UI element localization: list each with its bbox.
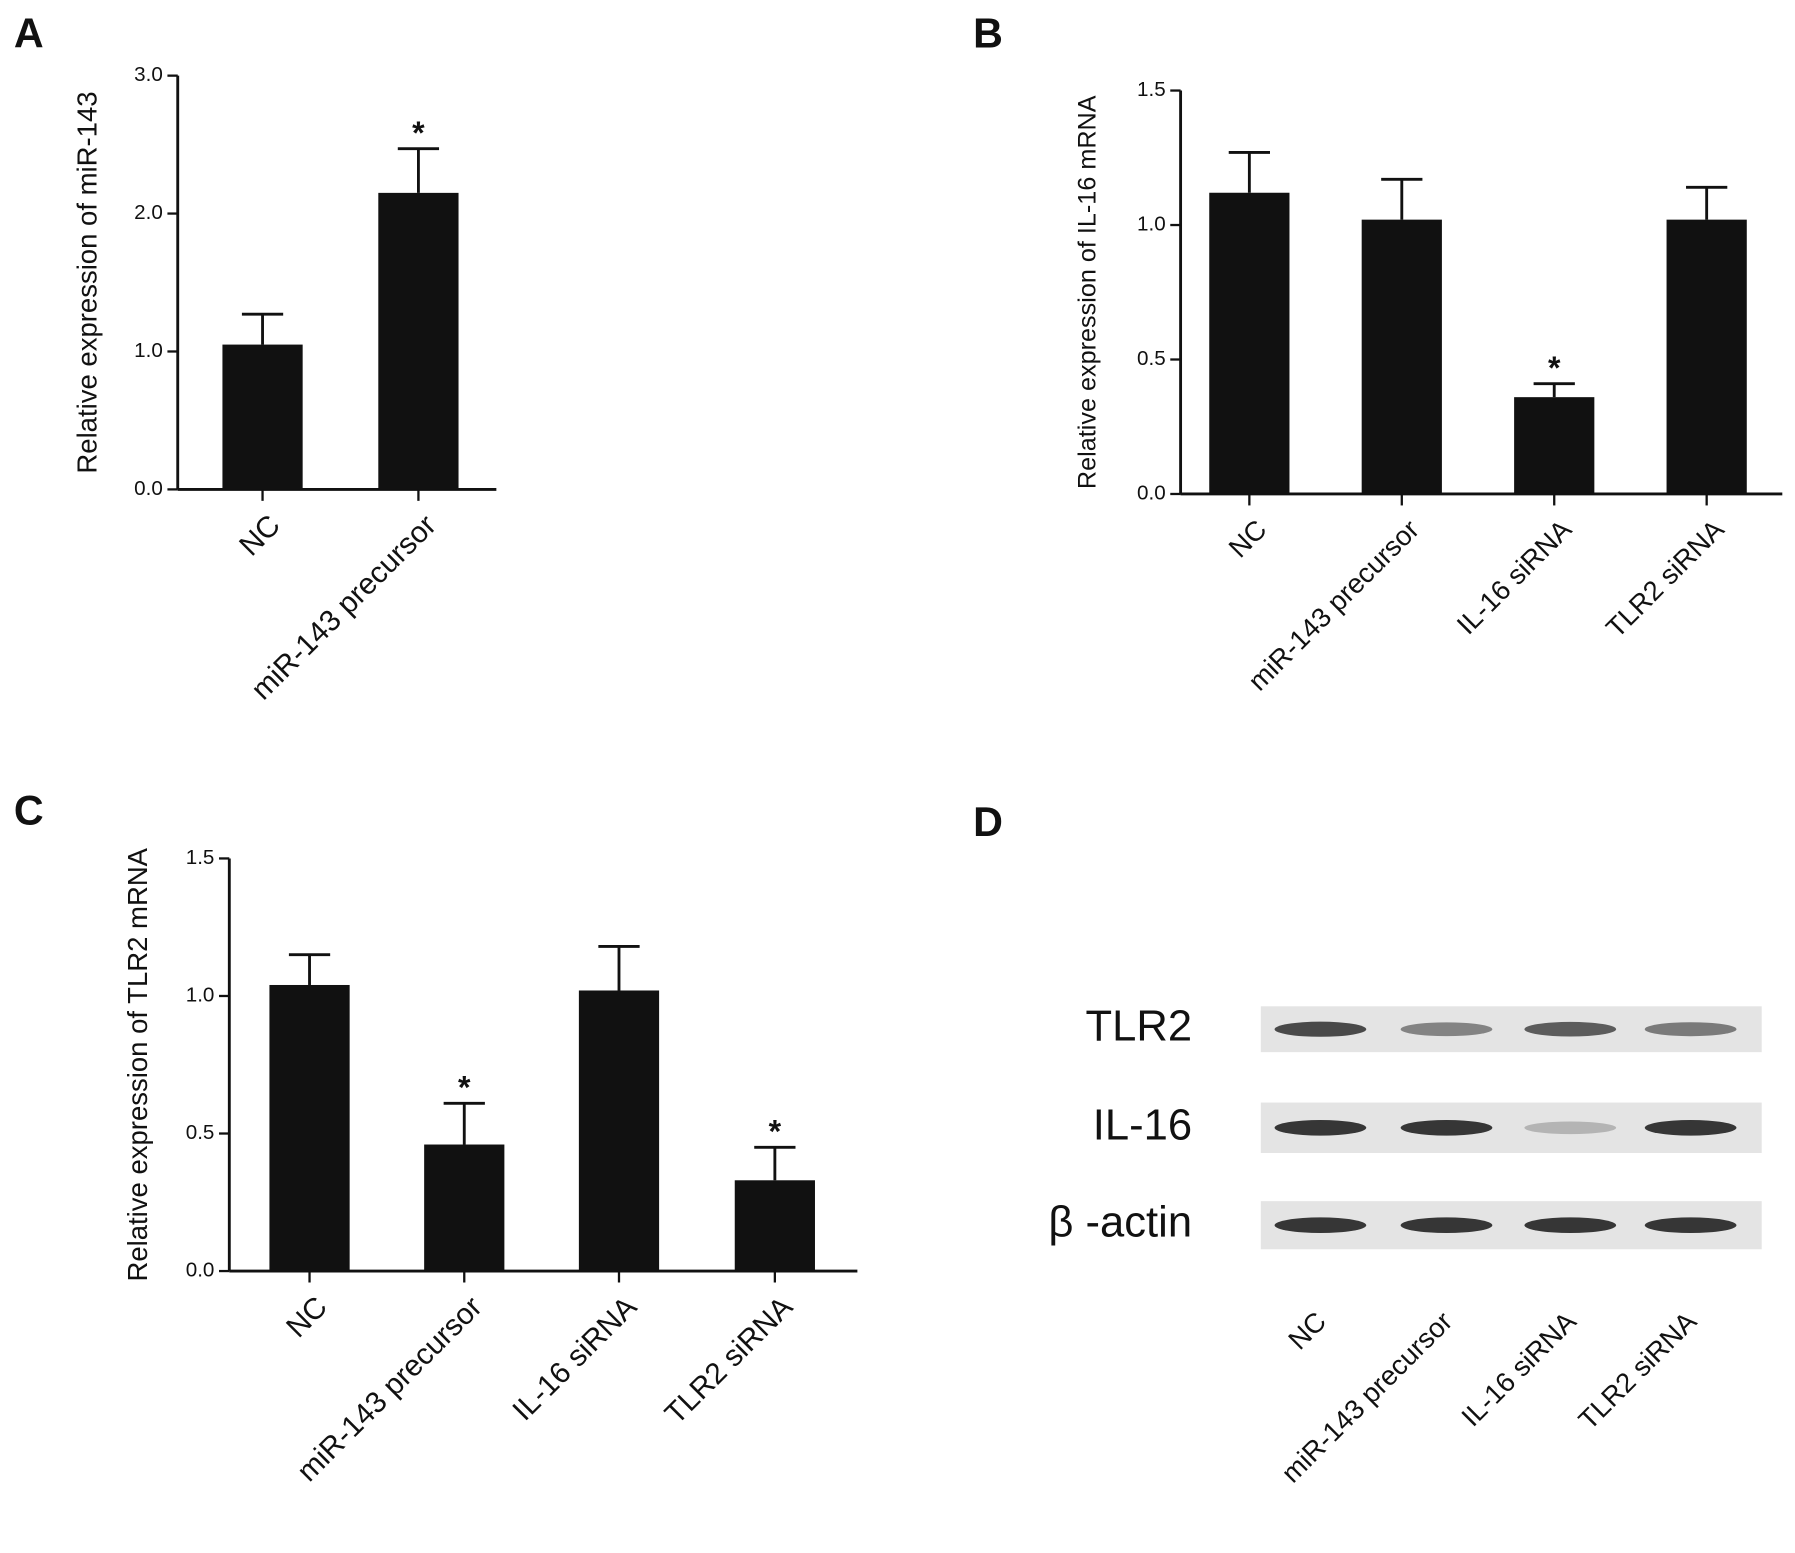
y-tick-label: 0.0 [134, 477, 163, 500]
significance-marker: * [412, 115, 425, 151]
blot-row-label: TLR2 [1086, 1003, 1193, 1051]
blot-band [1644, 1217, 1737, 1234]
y-tick-label: 0.0 [1137, 481, 1166, 504]
significance-marker: * [458, 1070, 471, 1106]
bar [378, 192, 459, 490]
blot-band [1524, 1121, 1617, 1135]
y-tick-label: 0.5 [1137, 347, 1166, 370]
blot-band [1524, 1217, 1617, 1234]
x-tick-label: miR-143 precursor [1242, 514, 1425, 697]
bar [578, 990, 660, 1272]
blot-band [1274, 1217, 1367, 1234]
y-tick-label: 2.0 [134, 201, 163, 224]
blot-band [1274, 1119, 1367, 1136]
x-tick-label: IL-16 siRNA [506, 1290, 643, 1427]
y-axis-label: Relative expression of TLR2 mRNA [122, 847, 153, 1281]
bar [1361, 219, 1442, 494]
bar [1666, 219, 1747, 494]
x-tick-label: IL-16 siRNA [1451, 513, 1578, 640]
x-tick-label: TLR2 siRNA [659, 1290, 799, 1430]
panel-label: D [973, 799, 1003, 845]
y-tick-label: 0.0 [186, 1259, 215, 1282]
significance-marker: * [769, 1114, 782, 1150]
panel-label: B [973, 11, 1003, 57]
blot-band [1644, 1022, 1737, 1037]
blot-lane-label: IL-16 siRNA [1455, 1305, 1582, 1432]
x-tick-label: NC [1222, 514, 1272, 564]
panel-label: A [14, 11, 44, 57]
blot-lane-label: TLR2 siRNA [1572, 1305, 1702, 1435]
blot-lane-label: NC [1282, 1306, 1332, 1356]
y-tick-label: 0.5 [186, 1121, 215, 1144]
x-tick-label: TLR2 siRNA [1600, 513, 1730, 643]
blot-band [1400, 1022, 1493, 1037]
blot-band [1644, 1119, 1737, 1136]
bar [269, 984, 350, 1272]
bar [734, 1180, 815, 1272]
panel-label: C [14, 788, 44, 834]
y-tick-label: 1.0 [1137, 212, 1166, 235]
bar [1514, 397, 1595, 494]
y-tick-label: 1.0 [134, 339, 163, 362]
significance-marker: * [1548, 350, 1561, 386]
y-axis-label: Relative expression of IL-16 mRNA [1074, 95, 1102, 489]
y-tick-label: 3.0 [134, 63, 163, 86]
y-tick-label: 1.5 [1137, 78, 1166, 101]
blot-band [1400, 1217, 1493, 1234]
y-tick-label: 1.0 [186, 983, 215, 1006]
blot-band [1400, 1119, 1493, 1136]
bar [1209, 192, 1290, 494]
blot-row-label: β -actin [1048, 1199, 1192, 1247]
bar [222, 344, 303, 490]
bar [424, 1144, 505, 1272]
y-axis-label: Relative expression of miR-143 [72, 91, 103, 473]
y-tick-label: 1.5 [186, 846, 215, 869]
blot-row-label: IL-16 [1093, 1101, 1192, 1149]
x-tick-label: NC [280, 1290, 334, 1344]
x-tick-label: NC [233, 509, 287, 563]
blot-band [1274, 1021, 1367, 1037]
blot-band [1524, 1021, 1617, 1037]
